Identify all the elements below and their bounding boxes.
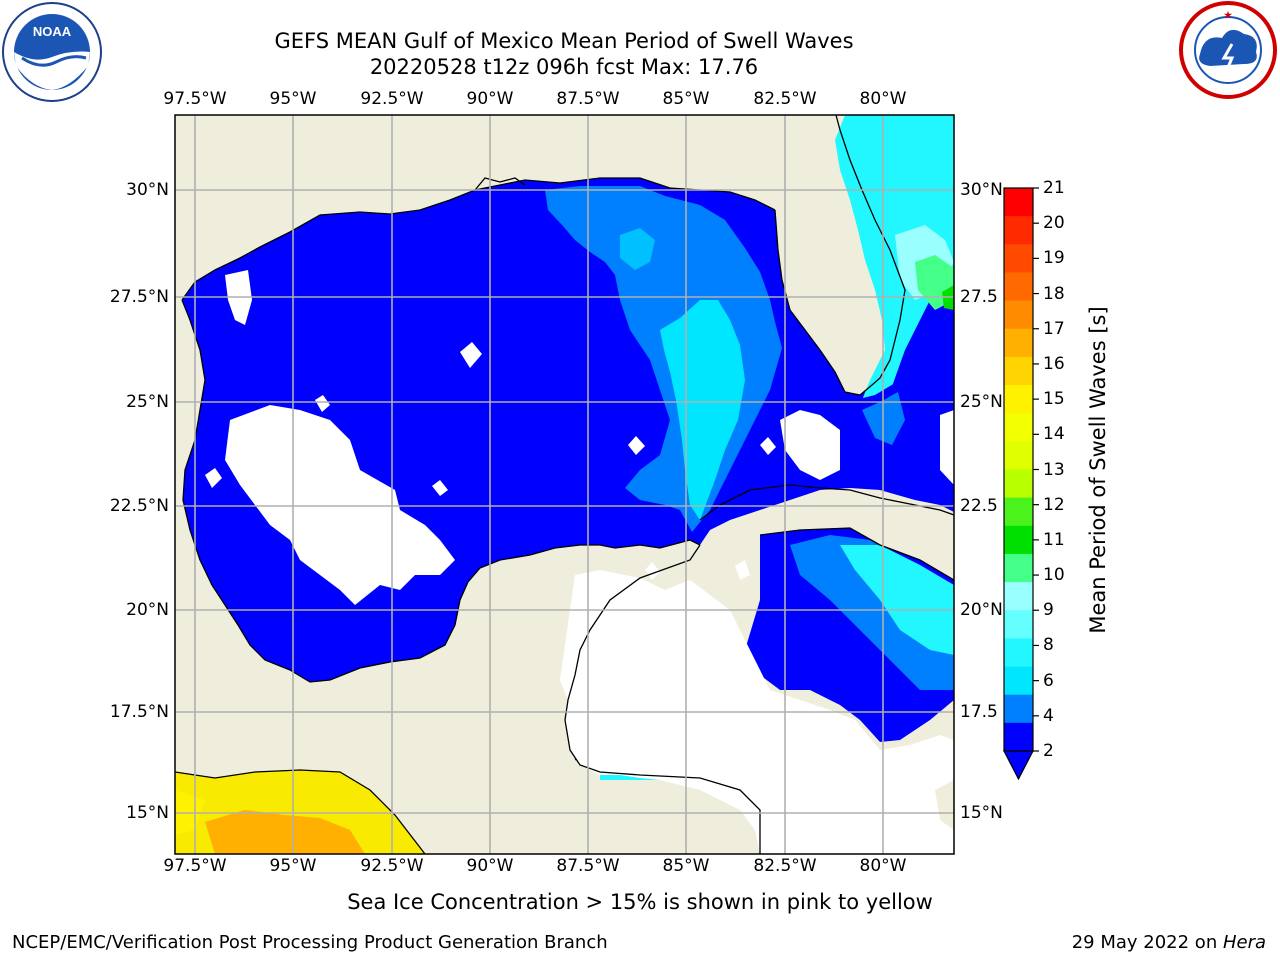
noaa-logo: NOAA: [2, 2, 102, 102]
lat-tick-right: 17.5: [960, 702, 998, 722]
colorbar-band: [1004, 300, 1033, 330]
map-area: [175, 115, 954, 854]
swell-plume-upper: [620, 228, 655, 270]
noaa-logo-text: NOAA: [33, 24, 72, 39]
lon-tick-top: 92.5°W: [360, 89, 424, 109]
colorbar-tick-label: 4: [1043, 705, 1054, 726]
colorbar-tick-label: 15: [1043, 389, 1065, 410]
footer-branch: NCEP/EMC/Verification Post Processing Pr…: [12, 932, 608, 953]
colorbar-band: [1004, 413, 1033, 442]
lat-tick-left: 20°N: [126, 600, 169, 620]
lon-tick-bottom: 90°W: [466, 856, 514, 876]
lat-tick-left: 22.5°N: [109, 496, 169, 516]
lon-tick-bottom: 82.5°W: [753, 856, 817, 876]
lon-tick-bottom: 92.5°W: [360, 856, 424, 876]
lon-tick-top: 95°W: [269, 89, 317, 109]
colorbar-tick-label: 18: [1043, 283, 1065, 304]
lat-tick-left: 30°N: [126, 180, 169, 200]
colorbar-tick-label: 13: [1043, 459, 1065, 480]
lat-tick-right: 30°N: [960, 180, 1003, 200]
lat-tick-right: 20°N: [960, 600, 1003, 620]
colorbar-band: [1004, 582, 1033, 611]
gridlines: [175, 115, 954, 854]
lon-tick-bottom: 80°W: [859, 856, 907, 876]
lon-tick-top: 87.5°W: [556, 89, 620, 109]
lat-tick-left: 17.5°N: [109, 702, 169, 722]
colorbar-band: [1004, 638, 1033, 668]
colorbar-tick-label: 2: [1043, 741, 1054, 761]
footer-date: 29 May 2022 on: [1071, 932, 1223, 953]
lat-tick-right: 15°N: [960, 803, 1003, 823]
colorbar-band: [1004, 610, 1033, 639]
lon-tick-bottom: 87.5°W: [556, 856, 620, 876]
colorbar-band: [1004, 694, 1033, 724]
lon-tick-bottom: 85°W: [662, 856, 710, 876]
colorbar-tick-label: 20: [1043, 213, 1065, 234]
colorbar-label: Mean Period of Swell Waves [s]: [1086, 306, 1110, 634]
colorbar-band: [1004, 722, 1033, 752]
colorbar-tick-label: 9: [1043, 600, 1054, 621]
bahamas-water: [855, 350, 954, 505]
lat-tick-right: 25°N: [960, 392, 1003, 412]
lon-tick-top: 80°W: [859, 89, 907, 109]
caribbean-light: [840, 545, 954, 655]
colorbar-band: [1004, 666, 1033, 696]
colorbar-band: [1004, 216, 1033, 245]
footer-date-block: 29 May 2022 on Hera: [1072, 932, 1266, 953]
colorbar-band: [1004, 244, 1033, 273]
colorbar-band: [1004, 525, 1033, 555]
lat-tick-right: 27.5: [960, 287, 998, 307]
plot-title-line2: 20220528 t12z 096h fcst Max: 17.76: [369, 55, 759, 79]
lon-tick-bottom: 95°W: [269, 856, 317, 876]
pacific-ice-orange: [205, 810, 365, 854]
map-frame: [174, 114, 955, 855]
lon-tick-top: 82.5°W: [753, 89, 817, 109]
colorbar-tick-label: 21: [1043, 178, 1065, 198]
lon-tick-top: 97.5°W: [163, 89, 227, 109]
colorbar-band: [1004, 497, 1033, 527]
lat-tick-left: 27.5°N: [109, 287, 169, 307]
colorbar-band: [1004, 441, 1033, 470]
lat-tick-left: 15°N: [126, 803, 169, 823]
plot-title-line1: GEFS MEAN Gulf of Mexico Mean Period of …: [274, 29, 854, 53]
lon-tick-top: 90°W: [466, 89, 514, 109]
svg-text:★: ★: [1224, 10, 1233, 20]
swell-plume-light: [660, 300, 745, 520]
colorbar-band: [1004, 356, 1033, 386]
colorbar-tick-label: 14: [1043, 424, 1065, 445]
colorbar-tick-label: 12: [1043, 494, 1065, 515]
colorbar-band: [1004, 188, 1033, 217]
colorbar-tick-label: 11: [1043, 529, 1065, 550]
nws-logo: ★: [1179, 1, 1277, 99]
colorbar-band: [1004, 469, 1033, 499]
colorbar-band: [1004, 385, 1033, 414]
lat-tick-left: 25°N: [126, 392, 169, 412]
colorbar-tick-label: 6: [1043, 670, 1054, 691]
lat-tick-right: 22.5: [960, 496, 998, 516]
colorbar-tick-label: 16: [1043, 353, 1065, 374]
sea-ice-note: Sea Ice Concentration > 15% is shown in …: [347, 890, 933, 914]
colorbar-tick-label: 19: [1043, 248, 1065, 269]
coastlines: [175, 115, 954, 854]
colorbar-band: [1004, 553, 1033, 583]
colorbar-tick-label: 10: [1043, 565, 1065, 586]
lon-tick-bottom: 97.5°W: [163, 856, 227, 876]
colorbar-tick-label: 8: [1043, 635, 1054, 656]
colorbar-band: [1004, 272, 1033, 302]
colorbar-band: [1004, 328, 1033, 358]
colorbar: [1003, 187, 1039, 781]
colorbar-tick-label: 17: [1043, 318, 1065, 339]
lon-tick-top: 85°W: [662, 89, 710, 109]
colorbar-extension: [1003, 750, 1034, 781]
footer-host: Hera: [1222, 932, 1266, 953]
